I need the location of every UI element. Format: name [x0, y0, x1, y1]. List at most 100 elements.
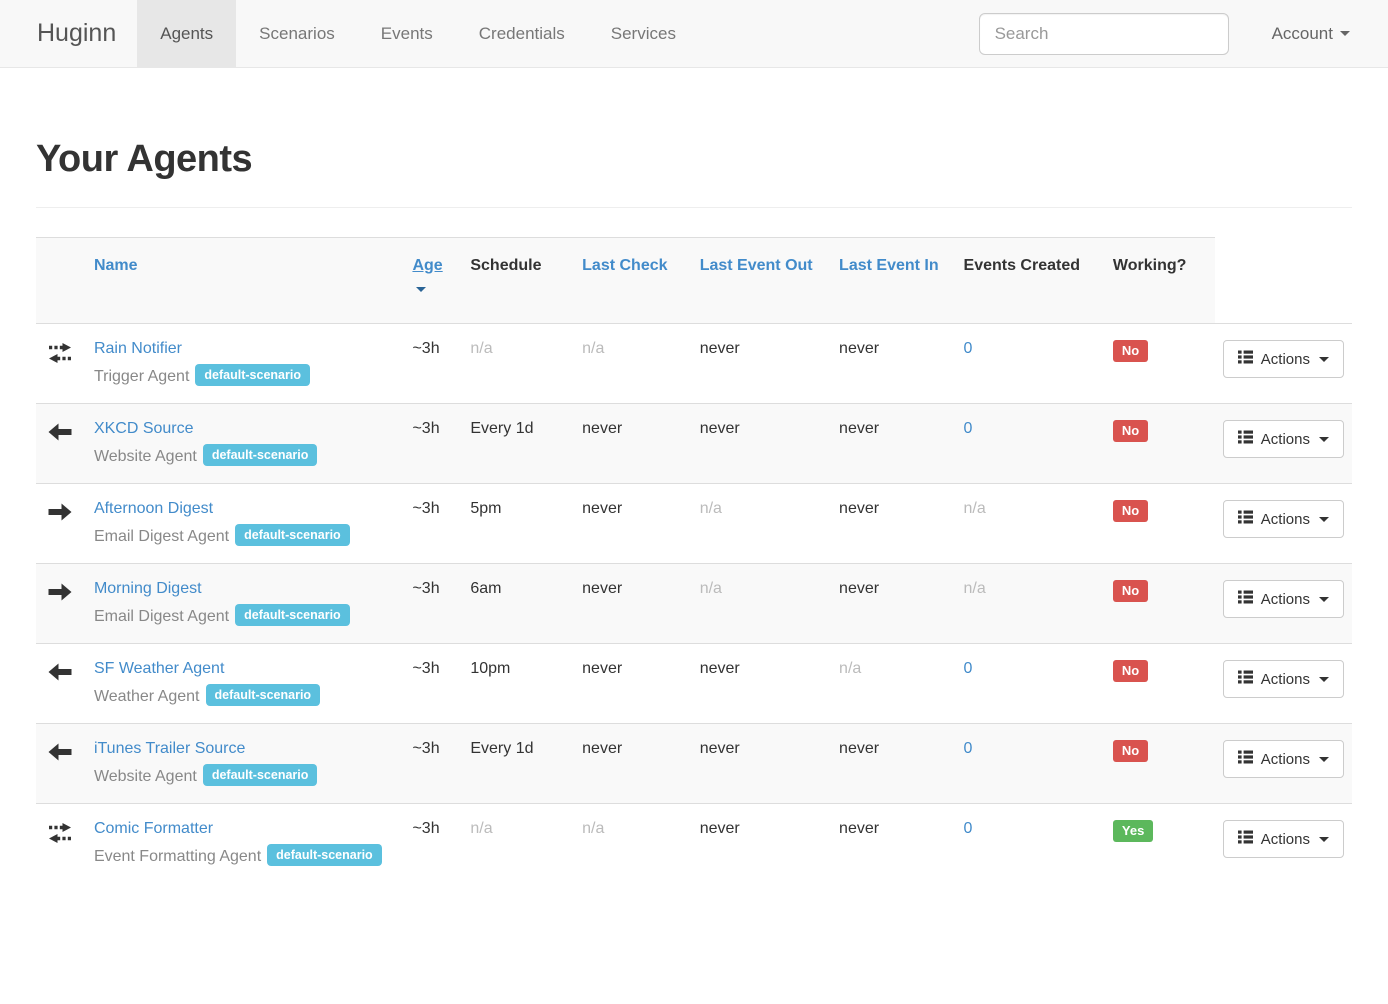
list-icon — [1237, 830, 1253, 848]
events-created-cell: 0 — [955, 323, 1105, 404]
agent-name-link[interactable]: XKCD Source — [93, 420, 194, 437]
arrow-right-icon — [48, 503, 78, 521]
agent-name-link[interactable]: SF Weather Agent — [93, 660, 225, 677]
nav-item-label[interactable]: Agents — [137, 0, 237, 67]
events-created-link[interactable]: 0 — [963, 660, 973, 677]
sort-link[interactable]: Last Event In — [839, 257, 939, 274]
agent-row-icon-cell — [36, 643, 86, 724]
agent-name-link[interactable]: Comic Formatter — [93, 820, 214, 837]
agent-type-label: Email Digest Agent — [93, 528, 230, 545]
sort-link[interactable]: Name — [93, 257, 138, 274]
arrow-left-icon — [48, 423, 78, 441]
agent-subline: Weather Agent default-scenario — [94, 683, 397, 711]
chevron-down-icon — [1319, 436, 1329, 442]
brand-link[interactable]: Huginn — [37, 19, 117, 47]
agent-type-label: Event Formatting Agent — [93, 848, 262, 865]
agent-subline: Email Digest Agent default-scenario — [94, 523, 397, 551]
age-cell: ~3h — [404, 483, 463, 564]
nav-item-label[interactable]: Services — [610, 23, 676, 43]
agent-type-label: Weather Agent — [93, 688, 200, 705]
scenario-badge[interactable]: default-scenario — [235, 604, 350, 626]
working-cell: Yes — [1104, 803, 1215, 883]
agent-subline: Email Digest Agent default-scenario — [94, 603, 397, 631]
column-header-last-event-in[interactable]: Last Event In — [831, 237, 956, 324]
working-status-badge: Yes — [1112, 820, 1154, 842]
actions-button[interactable]: Actions — [1222, 340, 1344, 378]
last-event-in-cell: n/a — [831, 643, 956, 724]
scenario-badge[interactable]: default-scenario — [195, 364, 310, 386]
nav-item-agents[interactable]: Agents — [137, 0, 237, 67]
column-header-events-created: Events Created — [955, 237, 1105, 324]
agent-name-cell: Morning Digest Email Digest Agent default… — [85, 563, 405, 644]
events-created-cell: 0 — [955, 723, 1105, 804]
actions-button[interactable]: Actions — [1222, 420, 1344, 458]
events-created-link[interactable]: 0 — [963, 420, 973, 437]
agent-row-icon-cell — [36, 483, 86, 564]
page-title: Your Agents — [36, 138, 253, 180]
agent-name-cell: XKCD Source Website Agent default-scenari… — [85, 403, 405, 484]
scenario-badge[interactable]: default-scenario — [267, 844, 382, 866]
events-created-link[interactable]: 0 — [963, 340, 973, 357]
list-icon — [1237, 350, 1253, 368]
schedule-cell: Every 1d — [462, 723, 575, 804]
list-icon — [1237, 590, 1253, 608]
actions-button-label: Actions — [1260, 670, 1310, 688]
age-cell: ~3h — [404, 803, 463, 883]
agent-row: SF Weather Agent Weather Agent default-sc… — [36, 643, 1352, 724]
column-header-schedule: Schedule — [462, 237, 575, 324]
actions-cell: Actions — [1214, 723, 1352, 804]
events-created-cell: 0 — [955, 643, 1105, 724]
agent-name-cell: SF Weather Agent Weather Agent default-sc… — [85, 643, 405, 724]
working-status-badge: No — [1112, 580, 1149, 602]
agent-name-link[interactable]: Afternoon Digest — [93, 500, 214, 517]
last-event-out-cell: never — [691, 803, 832, 883]
chevron-down-icon — [1340, 31, 1350, 36]
agent-row: Rain Notifier Trigger Agent default-scena… — [36, 323, 1352, 404]
nav-item-scenarios[interactable]: Scenarios — [236, 0, 358, 67]
actions-button[interactable]: Actions — [1222, 740, 1344, 778]
agent-name-link[interactable]: iTunes Trailer Source — [93, 740, 246, 757]
agent-subline: Trigger Agent default-scenario — [94, 363, 397, 391]
scenario-badge[interactable]: default-scenario — [235, 524, 350, 546]
sort-link[interactable]: Age — [412, 257, 443, 274]
nav-item-credentials[interactable]: Credentials — [456, 0, 588, 67]
arrow-right-icon — [48, 583, 78, 601]
agent-type-label: Website Agent — [93, 768, 197, 785]
sort-link[interactable]: Last Event Out — [699, 257, 813, 274]
actions-button[interactable]: Actions — [1222, 820, 1344, 858]
agent-row: Comic Formatter Event Formatting Agent de… — [36, 803, 1352, 883]
agent-row-icon-cell — [36, 323, 86, 404]
scenario-badge[interactable]: default-scenario — [202, 444, 318, 466]
scenario-badge[interactable]: default-scenario — [205, 684, 321, 706]
navbar-right: Account — [978, 0, 1388, 67]
actions-button[interactable]: Actions — [1222, 500, 1344, 538]
nav-item-label[interactable]: Scenarios — [259, 23, 335, 43]
events-created-link[interactable]: 0 — [963, 820, 973, 837]
actions-button-label: Actions — [1260, 590, 1310, 608]
nav-item-label[interactable]: Credentials — [478, 23, 565, 43]
nav-item-label[interactable]: Events — [380, 23, 433, 43]
nav-item-events[interactable]: Events — [358, 0, 456, 67]
agent-name-link[interactable]: Rain Notifier — [93, 340, 182, 357]
column-header-working: Working? — [1104, 237, 1215, 324]
search-input[interactable] — [978, 12, 1229, 55]
column-header-last-event-out[interactable]: Last Event Out — [691, 237, 832, 324]
events-created-link[interactable]: 0 — [963, 740, 973, 757]
account-menu[interactable]: Account — [1272, 24, 1350, 44]
agent-row-icon-cell — [36, 803, 86, 883]
actions-button[interactable]: Actions — [1222, 660, 1344, 698]
scenario-badge[interactable]: default-scenario — [202, 764, 318, 786]
agent-subline: Website Agent default-scenario — [94, 763, 397, 791]
column-header-age[interactable]: Age — [404, 237, 463, 324]
actions-button[interactable]: Actions — [1222, 580, 1344, 618]
actions-button-label: Actions — [1260, 830, 1310, 848]
column-header-last-check[interactable]: Last Check — [574, 237, 692, 324]
agent-name-link[interactable]: Morning Digest — [93, 580, 202, 597]
age-cell: ~3h — [404, 323, 463, 404]
sort-link[interactable]: Last Check — [582, 257, 668, 274]
nav-item-services[interactable]: Services — [588, 0, 699, 67]
chevron-down-icon — [1319, 596, 1329, 602]
chevron-down-icon — [1319, 676, 1329, 682]
agent-row: XKCD Source Website Agent default-scenari… — [36, 403, 1352, 484]
column-header-name[interactable]: Name — [85, 237, 405, 324]
